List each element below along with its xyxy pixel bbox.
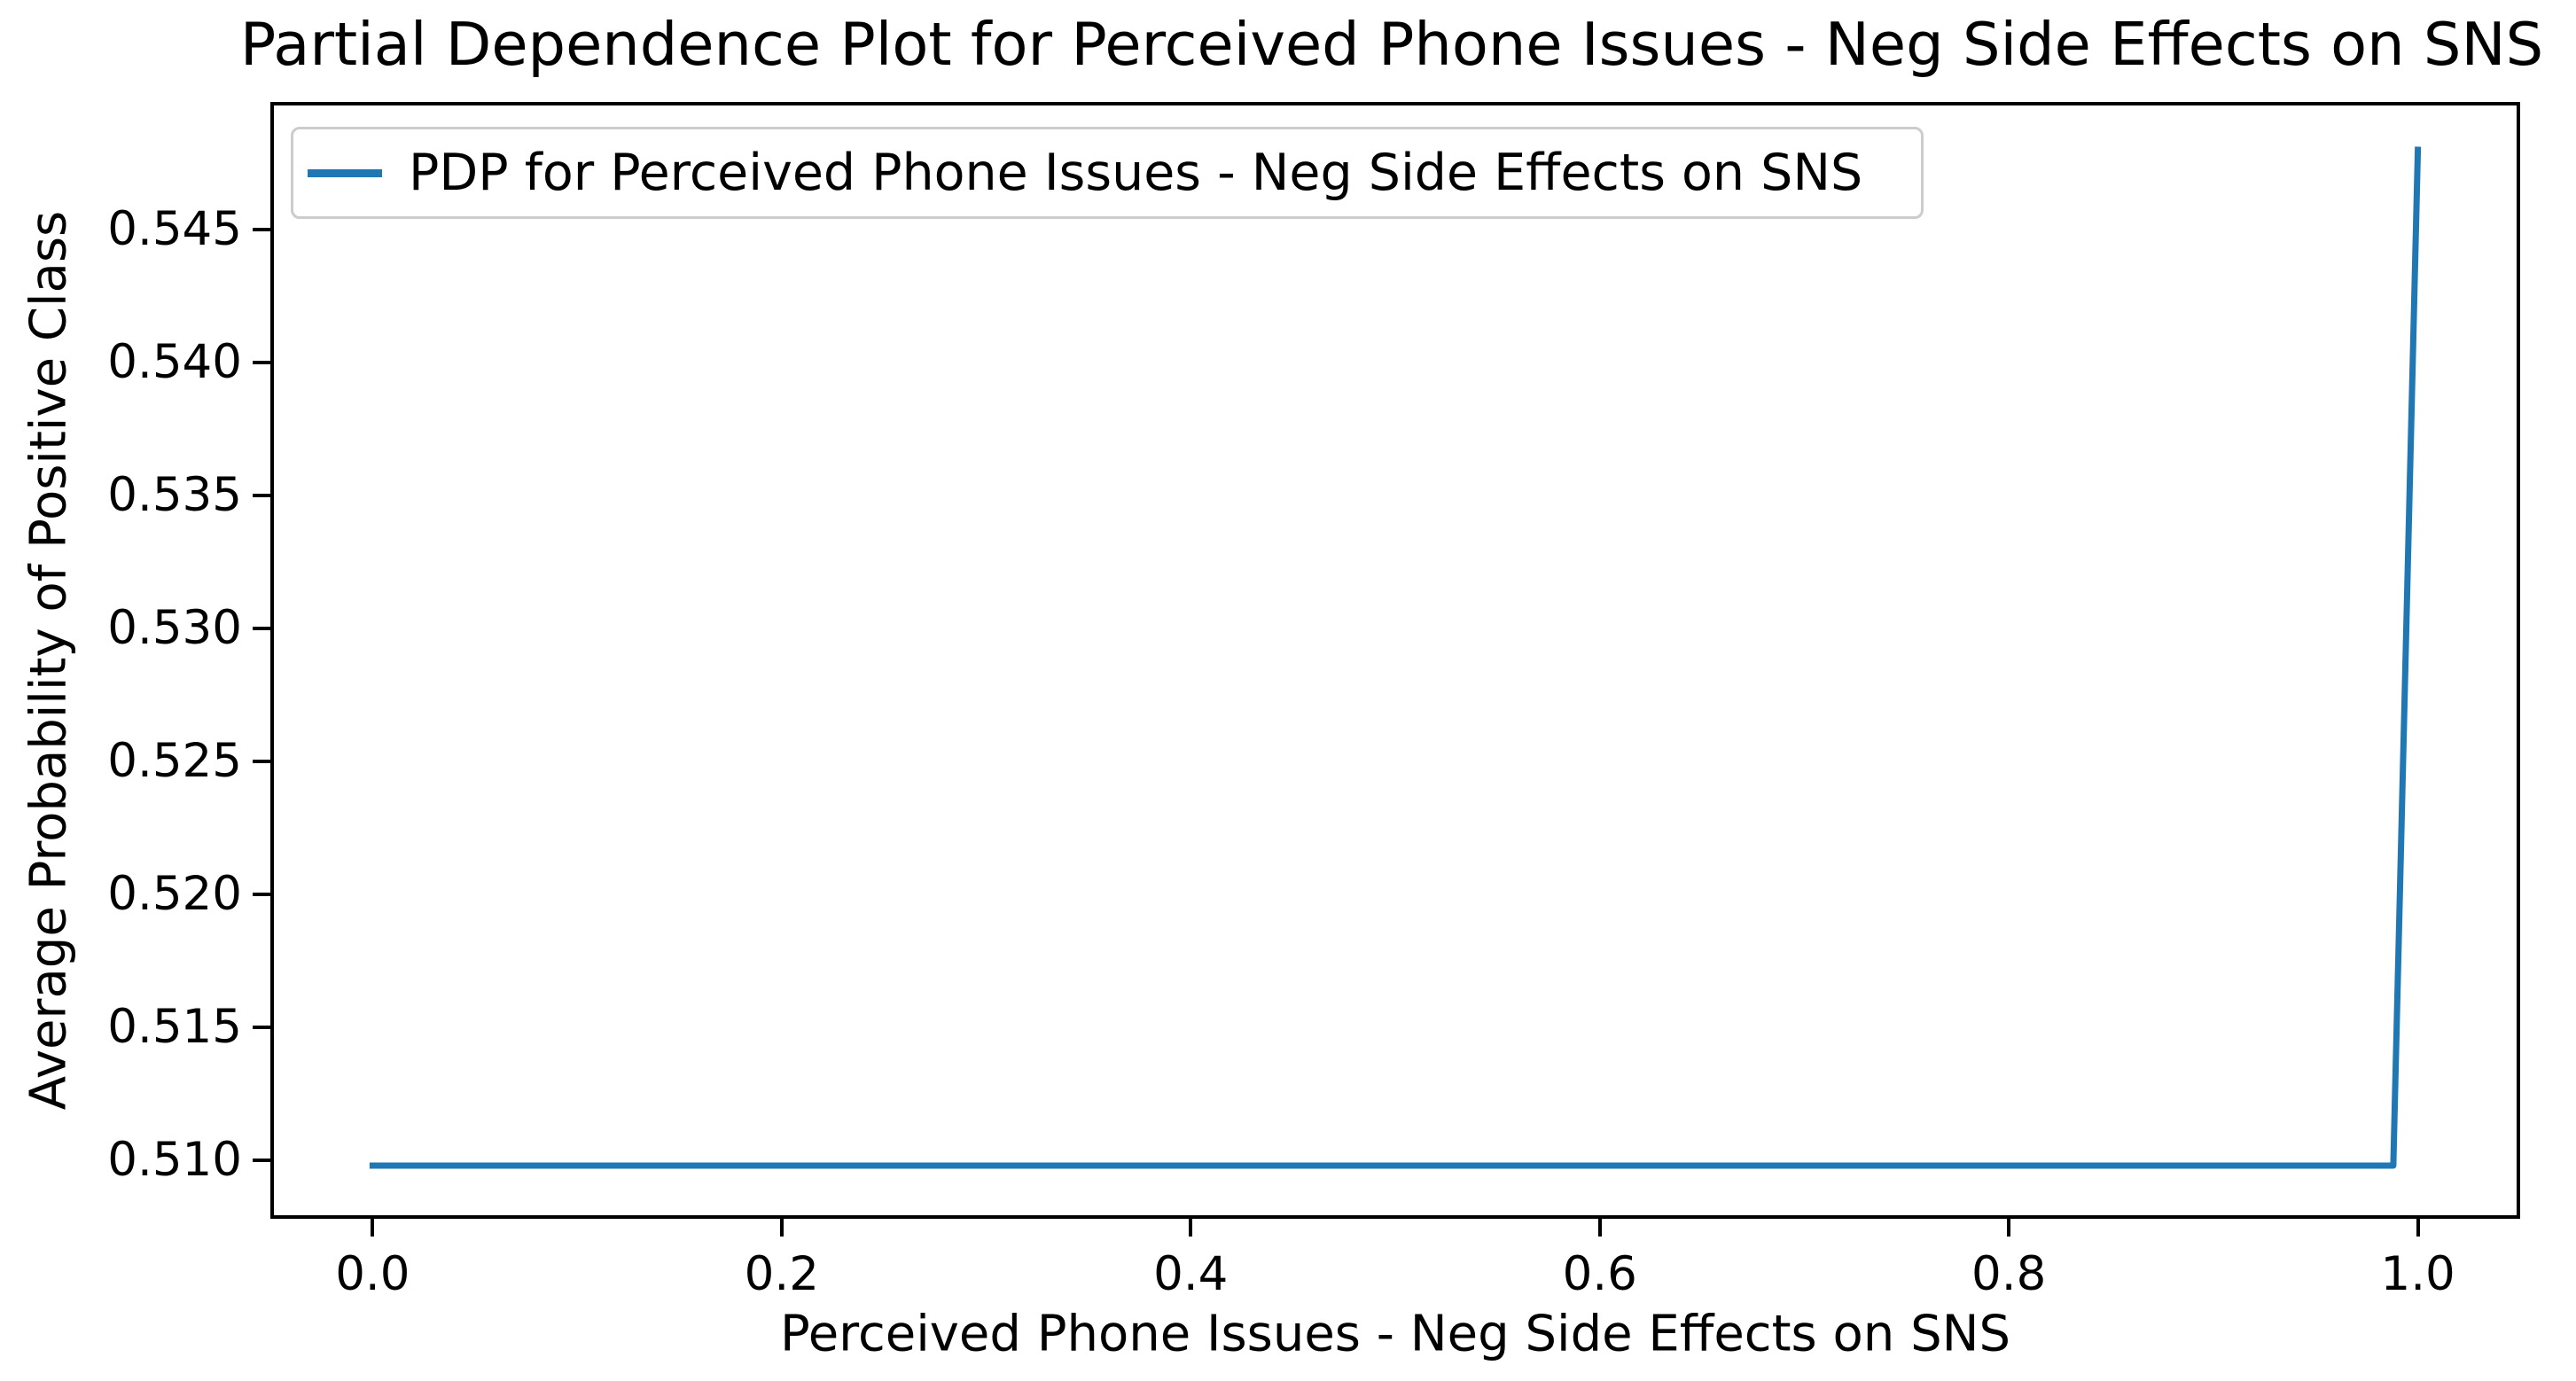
y-tick-mark <box>253 494 270 497</box>
legend-line-swatch <box>308 168 382 177</box>
x-tick-mark <box>1597 1219 1602 1237</box>
plot-area <box>270 102 2520 1219</box>
y-tick-label: 0.540 <box>107 335 242 389</box>
x-tick-mark <box>2416 1219 2420 1237</box>
x-tick-label: 0.2 <box>744 1247 819 1301</box>
y-tick-label: 0.520 <box>107 867 242 921</box>
y-tick-mark <box>253 760 270 763</box>
x-tick-mark <box>2007 1219 2011 1237</box>
y-tick-label: 0.525 <box>107 734 242 788</box>
y-tick-mark <box>253 1026 270 1029</box>
y-tick-label: 0.545 <box>107 202 242 256</box>
x-tick-label: 0.6 <box>1562 1247 1637 1301</box>
chart-title: Partial Dependence Plot for Perceived Ph… <box>239 10 2544 79</box>
legend: PDP for Perceived Phone Issues - Neg Sid… <box>291 127 1924 219</box>
x-tick-label: 0.8 <box>1971 1247 2047 1301</box>
x-tick-mark <box>371 1219 375 1237</box>
y-tick-mark <box>253 1159 270 1162</box>
x-tick-label: 0.4 <box>1153 1247 1229 1301</box>
y-tick-mark <box>253 228 270 231</box>
x-tick-mark <box>779 1219 784 1237</box>
x-tick-label: 0.0 <box>335 1247 410 1301</box>
y-tick-label: 0.510 <box>107 1133 242 1187</box>
y-tick-mark <box>253 893 270 896</box>
x-axis-label: Perceived Phone Issues - Neg Side Effect… <box>779 1305 2011 1363</box>
x-tick-label: 1.0 <box>2380 1247 2455 1301</box>
y-tick-mark <box>253 627 270 630</box>
y-tick-mark <box>253 361 270 364</box>
y-tick-label: 0.535 <box>107 468 242 522</box>
x-tick-mark <box>1189 1219 1193 1237</box>
legend-label: PDP for Perceived Phone Issues - Neg Sid… <box>409 143 1863 202</box>
y-tick-label: 0.530 <box>107 601 242 655</box>
y-tick-label: 0.515 <box>107 1000 242 1054</box>
